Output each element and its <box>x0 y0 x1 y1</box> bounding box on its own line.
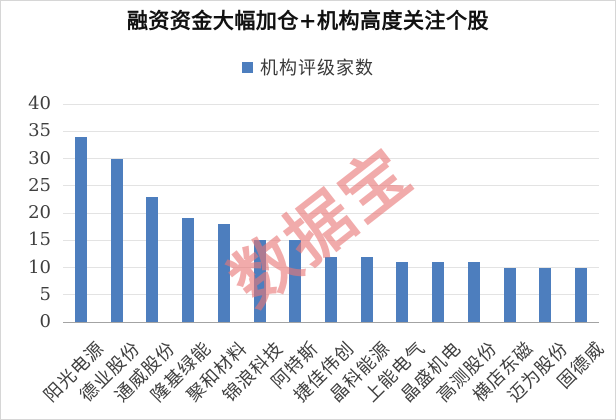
legend: 机构评级家数 <box>1 54 615 80</box>
bar-横店东磁 <box>503 267 516 322</box>
bar-晶科能源 <box>360 256 373 322</box>
x-category-label-晶科能源: 晶科能源 <box>325 337 395 407</box>
bar-上能电气 <box>396 262 409 322</box>
x-category-label-高测股份: 高测股份 <box>433 337 502 407</box>
bar-锦浪科技 <box>253 240 266 322</box>
bar-通威股份 <box>146 196 159 322</box>
x-category-label-捷佳伟创: 捷佳伟创 <box>290 337 359 407</box>
bar-阿特斯 <box>289 240 302 322</box>
y-tick-label-40: 40 <box>28 93 51 114</box>
x-category-label-隆基绿能: 隆基绿能 <box>147 337 216 407</box>
y-tick-label-0: 0 <box>39 311 51 332</box>
gridline-30 <box>63 158 599 159</box>
bar-高测股份 <box>467 262 480 322</box>
y-tick-label-20: 20 <box>28 202 51 223</box>
x-category-label-晶盛机电: 晶盛机电 <box>397 337 466 407</box>
plot-area <box>63 103 599 323</box>
gridline-15 <box>63 239 599 241</box>
x-category-label-阿特斯: 阿特斯 <box>267 337 323 393</box>
x-category-label-锦浪科技: 锦浪科技 <box>218 337 288 407</box>
bar-捷佳伟创 <box>325 256 337 322</box>
y-tick-label-5: 5 <box>39 283 51 305</box>
gridline-40 <box>63 103 599 105</box>
y-axis: 0 5 10 15 20 25 30 35 40 <box>1 95 51 331</box>
x-category-label-德业股份: 德业股份 <box>75 337 145 407</box>
legend-label: 机构评级家数 <box>260 58 374 79</box>
bar-阳光电源 <box>74 136 87 322</box>
bar-固德威 <box>575 267 588 322</box>
y-tick-label-30: 30 <box>28 147 51 169</box>
bar-迈为股份 <box>539 267 552 322</box>
bar-德业股份 <box>110 158 123 322</box>
bar-聚和材料 <box>217 223 230 322</box>
x-category-label-迈为股份: 迈为股份 <box>504 337 574 407</box>
x-category-label-横店东磁: 横店东磁 <box>468 337 538 407</box>
y-tick-label-15: 15 <box>28 229 51 251</box>
y-tick-label-25: 25 <box>28 174 51 196</box>
x-category-label-聚和材料: 聚和材料 <box>182 337 252 407</box>
y-tick-label-35: 35 <box>28 120 51 142</box>
legend-marker-swatch <box>242 61 253 73</box>
bar-晶盛机电 <box>432 262 445 322</box>
x-category-label-上能电气: 上能电气 <box>361 337 431 407</box>
chart-title: 融资资金大幅加仓+机构高度关注个股 <box>126 8 490 33</box>
x-category-label-固德威: 固德威 <box>553 337 609 393</box>
gridline-35 <box>63 130 599 132</box>
x-category-label-通威股份: 通威股份 <box>111 337 181 407</box>
x-category-label-阳光电源: 阳光电源 <box>39 337 109 407</box>
bar-隆基绿能 <box>182 218 195 322</box>
gridline-25 <box>63 185 599 187</box>
y-tick-label-10: 10 <box>28 256 51 278</box>
gridline-20 <box>63 212 599 214</box>
